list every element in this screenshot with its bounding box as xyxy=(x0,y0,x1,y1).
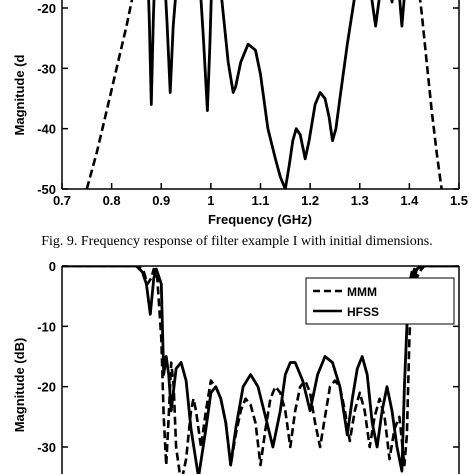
x-tick-label: 1.2 xyxy=(301,193,319,208)
y-tick-label: -40 xyxy=(37,122,56,137)
series-line-mmm xyxy=(62,266,459,474)
x-tick-label: 0.9 xyxy=(152,193,170,208)
series-line-top-2 xyxy=(418,0,443,189)
bottom-ticks: 0 -10 -20 -30 xyxy=(37,259,459,455)
series-line-top-1 xyxy=(147,0,406,189)
legend-box xyxy=(305,277,455,325)
legend-label-mmm: MMM xyxy=(347,285,377,299)
series-line-hfss xyxy=(62,266,459,474)
bottom-chart: 0 -10 -20 -30 Magnitude (dB) MMM HFSS xyxy=(12,259,460,474)
top-plot-area xyxy=(85,0,443,189)
y-tick-label: -50 xyxy=(37,182,56,197)
figure-caption: Fig. 9. Frequency response of filter exa… xyxy=(41,234,433,249)
top-ticks: -20 -30 -40 -500.7 0.8 0.9 1 1.1 1.2 1.3 1.4 1.5 xyxy=(37,1,468,208)
x-tick-label: 0.7 xyxy=(53,193,71,208)
x-tick-label: 1.5 xyxy=(450,193,468,208)
series-line-top-0 xyxy=(85,0,134,189)
bottom-plot-area xyxy=(62,266,459,474)
x-tick-label: 1.3 xyxy=(351,193,369,208)
x-tick-label: 1.1 xyxy=(251,193,269,208)
legend: MMM HFSS xyxy=(305,277,455,325)
top-chart: -20 -30 -40 -500.7 0.8 0.9 1 1.1 1.2 1.3 1.4 1.5 Fr… xyxy=(12,0,468,227)
x-tick-label: 1 xyxy=(207,193,214,208)
y-tick-label: -20 xyxy=(37,1,56,16)
x-tick-label: 0.8 xyxy=(103,193,121,208)
y-tick-label: -20 xyxy=(37,380,56,395)
legend-label-hfss: HFSS xyxy=(347,305,379,319)
y-tick-label: -30 xyxy=(37,440,56,455)
top-x-axis-title: Frequency (GHz) xyxy=(208,212,312,227)
y-tick-label: -30 xyxy=(37,61,56,76)
y-tick-label: 0 xyxy=(49,259,56,274)
top-y-axis-title: Magnitude (d xyxy=(12,55,27,136)
bottom-y-axis-title: Magnitude (dB) xyxy=(12,338,27,433)
x-tick-label: 1.4 xyxy=(400,193,419,208)
y-tick-label: -10 xyxy=(37,319,56,334)
